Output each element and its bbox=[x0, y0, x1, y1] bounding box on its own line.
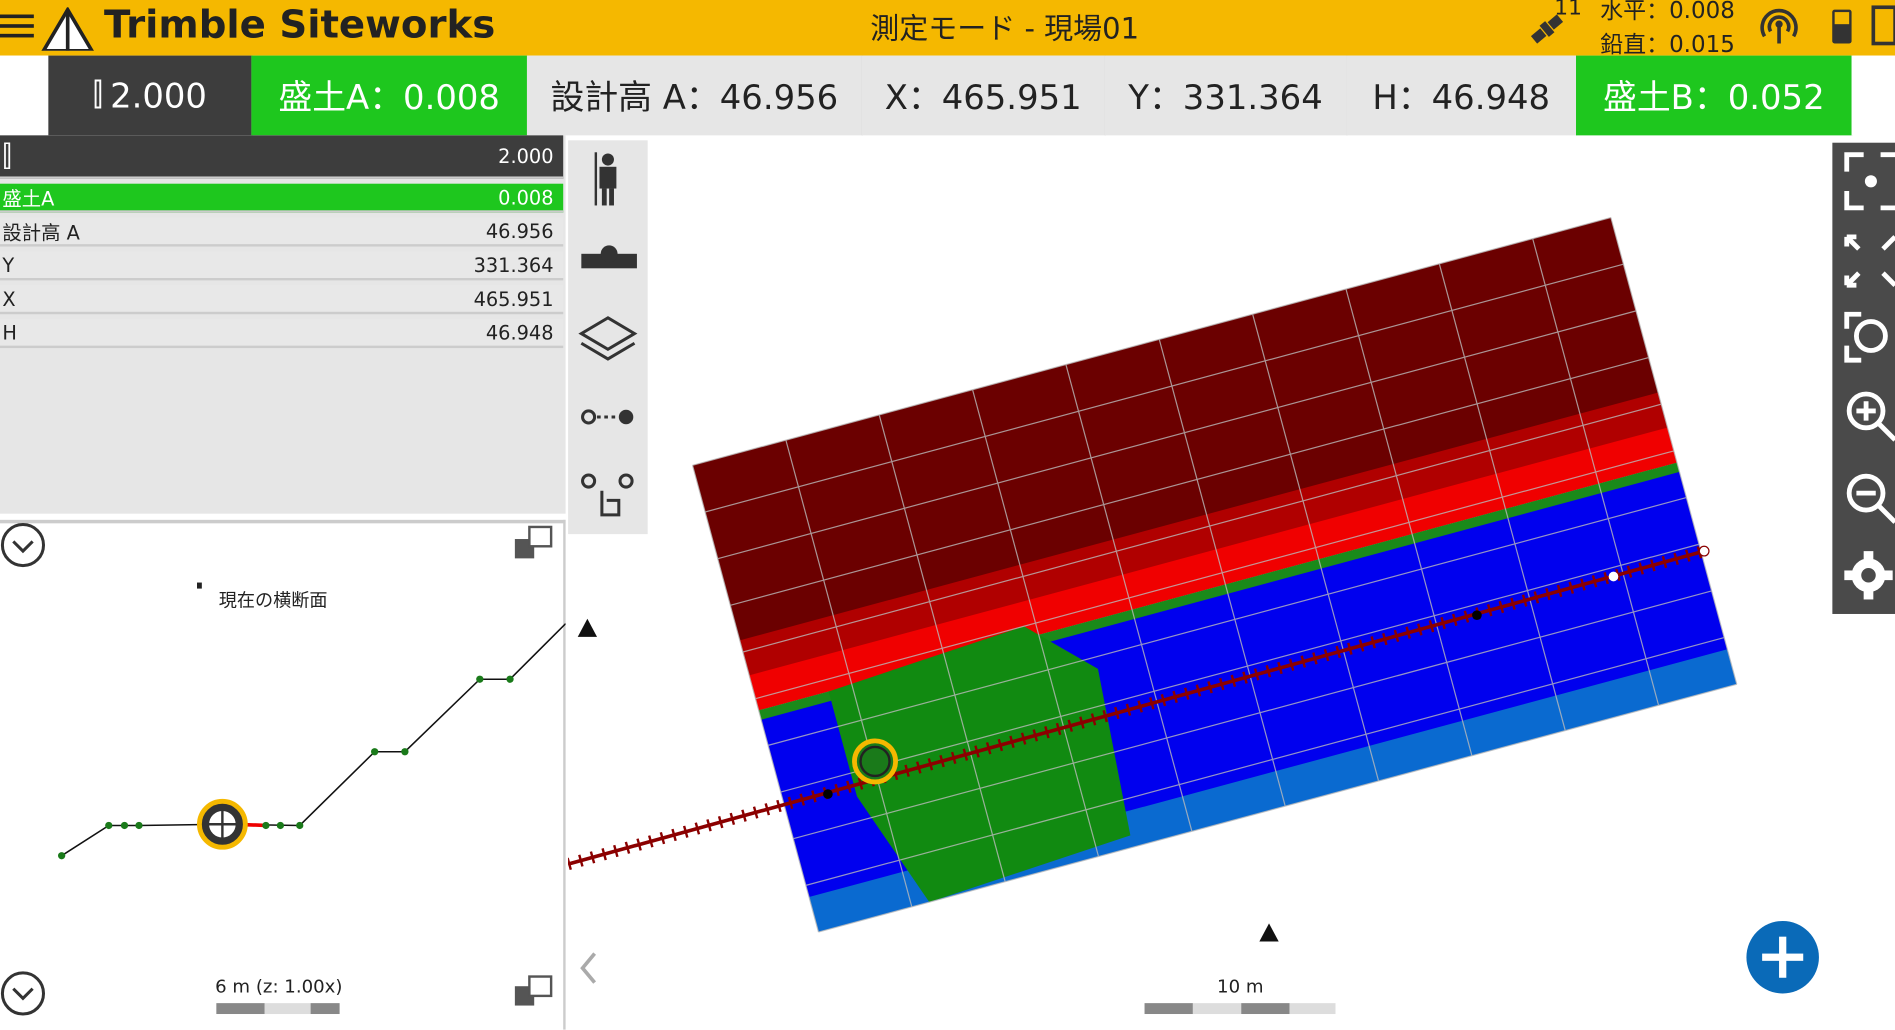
row-value: 46.956 bbox=[485, 219, 554, 243]
collapse-arrow[interactable] bbox=[580, 952, 597, 984]
coord-y[interactable]: Y：331.364 bbox=[1104, 55, 1348, 136]
horizontal-precision: 水平：0.008 bbox=[1600, 0, 1735, 25]
info-row[interactable]: H 46.948 bbox=[0, 319, 564, 349]
info-row[interactable]: X 465.951 bbox=[0, 285, 564, 315]
coord-x[interactable]: X：465.951 bbox=[861, 55, 1106, 136]
satellite-count: 11 bbox=[1554, 0, 1582, 21]
vertical-precision: 鉛直：0.015 bbox=[1600, 31, 1735, 59]
row-label: Y bbox=[2, 253, 15, 277]
map-toolbar[interactable] bbox=[1832, 142, 1895, 614]
app-title: Trimble Siteworks bbox=[103, 1, 496, 48]
plan-view[interactable] bbox=[568, 135, 1895, 1029]
satellite-icon[interactable] bbox=[1525, 5, 1573, 49]
info-row[interactable]: Y 331.364 bbox=[0, 251, 564, 281]
design-a[interactable]: 設計高 A：46.956 bbox=[526, 55, 863, 136]
cross-section-panel bbox=[0, 519, 566, 1030]
status-spacer bbox=[0, 55, 49, 136]
row-value: 2.000 bbox=[498, 144, 554, 168]
row-value: 0.008 bbox=[498, 185, 554, 209]
plan-scale: 10 m bbox=[1217, 975, 1264, 998]
fill-a[interactable]: 盛土A：0.008 bbox=[251, 55, 529, 136]
info-row[interactable]: 盛土A 0.008 bbox=[0, 183, 564, 213]
mode-title: 測定モード - 現場01 bbox=[870, 12, 1140, 46]
fill-b[interactable]: 盛土B：0.052 bbox=[1576, 55, 1853, 136]
header-bar bbox=[0, 0, 1895, 56]
row-label: ⫿ bbox=[2, 138, 12, 173]
tool-bar[interactable] bbox=[568, 140, 648, 535]
rod-height-cell[interactable]: ⫿ 2.000 bbox=[48, 55, 253, 136]
coord-h[interactable]: H：46.948 bbox=[1346, 55, 1578, 136]
surface-grid bbox=[691, 216, 1738, 933]
row-label: H bbox=[2, 320, 17, 344]
row-value: 465.951 bbox=[473, 287, 554, 311]
info-row[interactable]: ⫿ 2.000 bbox=[0, 135, 564, 179]
centerline bbox=[568, 549, 1705, 866]
row-value: 331.364 bbox=[473, 253, 554, 277]
cross-section-scale: 6 m (z: 1.00x) bbox=[215, 975, 343, 998]
cross-section-title: 現在の横断面 bbox=[218, 589, 328, 612]
row-label: X bbox=[2, 287, 16, 311]
row-label: 盛土A bbox=[2, 187, 55, 211]
status-spacer bbox=[1851, 55, 1895, 136]
rod-height: 2.000 bbox=[110, 75, 207, 116]
status-icons[interactable] bbox=[1755, 0, 1895, 53]
row-value: 46.948 bbox=[485, 320, 554, 344]
info-row[interactable]: 設計高 A 46.956 bbox=[0, 217, 564, 247]
menu-button[interactable] bbox=[0, 7, 97, 51]
row-label: 設計高 A bbox=[2, 221, 80, 245]
